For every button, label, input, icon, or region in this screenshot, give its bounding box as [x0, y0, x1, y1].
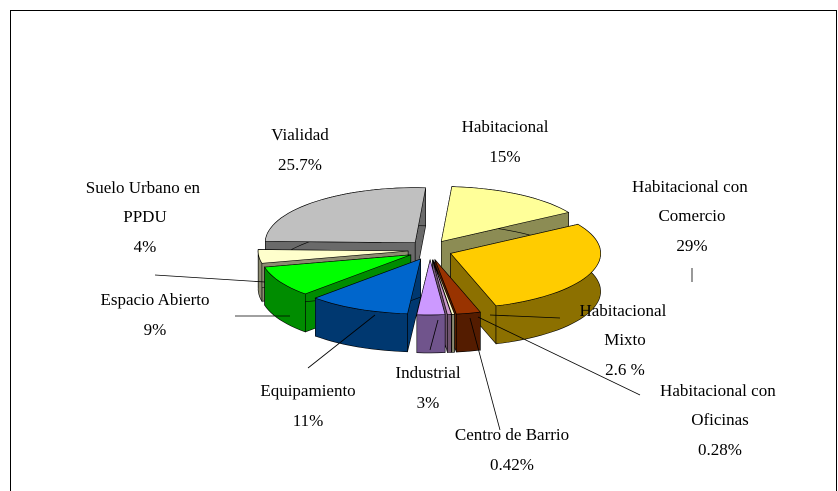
slice-label: Habitacional Mixto [579, 301, 670, 349]
label-line: Habitacional [462, 117, 549, 136]
leader-line [477, 316, 641, 396]
slice [416, 258, 446, 316]
slice-label: Espacio Abierto [100, 290, 209, 309]
label-line: Vialidad [271, 125, 329, 144]
slice-value: 15% [489, 147, 520, 166]
slice-value: 11% [293, 411, 324, 430]
slice-label: Industrial [395, 363, 460, 382]
slice-label: Vialidad [271, 125, 329, 144]
slice-value: 3% [417, 393, 440, 412]
slice-value: 29% [676, 236, 707, 255]
leader-line [489, 314, 561, 319]
label-line: Mixto [604, 330, 646, 349]
label-line: Industrial [395, 363, 460, 382]
label-line: Habitacional con [632, 177, 752, 196]
frame [10, 10, 837, 491]
slice [264, 254, 411, 295]
slice [440, 186, 570, 242]
leader-line [429, 319, 439, 351]
slice-label: Centro de Barrio [455, 425, 569, 444]
slice [264, 187, 427, 244]
slice-side [447, 314, 452, 353]
slice [434, 259, 481, 315]
leader-line [154, 274, 266, 283]
leader-line [307, 314, 376, 369]
label-line: Habitacional con [660, 381, 780, 400]
slice [432, 259, 455, 315]
slice-label: Habitacional con Comercio [632, 177, 752, 225]
label-line: Suelo Urbano en [86, 178, 205, 197]
leader-line [469, 317, 501, 431]
label-line: Espacio Abierto [100, 290, 209, 309]
label-line: Equipamiento [260, 381, 355, 400]
label-line: Oficinas [691, 410, 749, 429]
label-line: Habitacional [579, 301, 670, 320]
slice-label: Equipamiento [260, 381, 355, 400]
label-line: PPDU [123, 207, 166, 226]
slice [450, 223, 601, 307]
slice [314, 258, 422, 315]
slice-value: 0.28% [698, 440, 742, 459]
slice-side [451, 313, 455, 353]
slice-value: 4% [134, 237, 157, 256]
slice-value: 9% [144, 320, 167, 339]
slice-value: 0.42% [490, 455, 534, 474]
slice-label: Habitacional [462, 117, 549, 136]
slice-label: Suelo Urbano en PPDU [86, 178, 205, 226]
slice [257, 249, 409, 264]
slice-value: 25.7% [278, 155, 322, 174]
slice-label: Habitacional con Oficinas [660, 381, 780, 429]
slice-side [456, 311, 481, 353]
label-line: Comercio [658, 206, 725, 225]
label-line: Centro de Barrio [455, 425, 569, 444]
slice-value: 2.6 % [605, 360, 645, 379]
slice [432, 259, 452, 315]
